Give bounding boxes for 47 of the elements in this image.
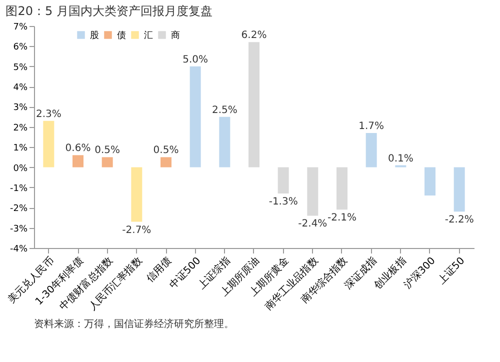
data-label: -2.2% <box>444 214 474 226</box>
y-tick-label: 2% <box>13 123 28 134</box>
bar <box>131 167 142 222</box>
bar <box>454 167 465 212</box>
chart-title: 图20：5 月国内大类资产回报月度复盘 <box>6 4 212 18</box>
y-tick-label: -3% <box>10 224 28 234</box>
bar <box>102 157 113 168</box>
text: 资料来源：万得，国信证券经济研究所整理。 <box>34 318 234 330</box>
legend-label: 商 <box>171 30 180 41</box>
y-tick-label: 5% <box>13 62 28 73</box>
y-tick-label: 7% <box>13 22 28 32</box>
bar <box>307 167 318 216</box>
bar <box>72 155 84 168</box>
bar <box>248 42 260 168</box>
bar <box>278 167 289 194</box>
y-tick-label: -4% <box>10 244 28 254</box>
x-tick-label: 上证50 <box>435 254 468 286</box>
bar <box>219 116 230 168</box>
data-label: 2.5% <box>212 104 238 116</box>
data-label: -2.4% <box>298 218 328 230</box>
legend-label: 汇 <box>144 30 153 41</box>
bar <box>160 157 172 168</box>
y-tick-label: -1% <box>10 184 28 194</box>
data-label: -2.1% <box>327 212 357 224</box>
bar <box>43 120 54 168</box>
data-label: 6.2% <box>241 30 267 42</box>
data-label: 2.3% <box>36 108 62 120</box>
y-tick-label: 3% <box>13 103 28 114</box>
data-label: 0.6% <box>65 143 91 154</box>
data-label: 0.5% <box>153 145 179 156</box>
data-label: 0.1% <box>388 153 414 164</box>
y-tick-label: 1% <box>13 144 28 154</box>
bar <box>366 132 377 168</box>
data-label: 1.7% <box>358 120 384 132</box>
legend-label: 股 <box>90 30 99 41</box>
data-label: 0.5% <box>94 145 120 156</box>
y-tick-label: 6% <box>13 42 28 53</box>
data-label: 5.0% <box>182 54 208 66</box>
y-tick-label: -2% <box>10 204 28 214</box>
bar <box>190 66 201 168</box>
y-tick-label: 4% <box>13 83 28 94</box>
bar <box>424 167 436 196</box>
bar <box>336 167 348 210</box>
data-label: -1.3% <box>268 196 298 208</box>
legend-label: 债 <box>117 30 126 41</box>
data-label: -2.7% <box>122 224 152 236</box>
y-tick-label: 0% <box>13 164 28 174</box>
